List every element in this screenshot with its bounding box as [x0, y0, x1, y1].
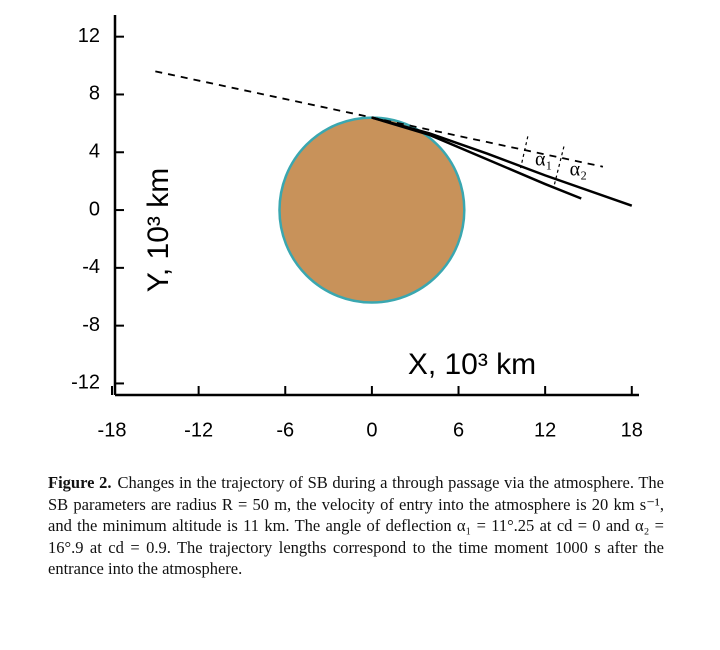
angle-marker: [520, 136, 529, 169]
x-tick-label: -18: [98, 419, 127, 441]
caption-label: Figure 2.: [48, 473, 112, 492]
chart: -18 -12 -6 0 6 12 18 -12 -8 -4 0 4 8 12 X, 10³ km Y, 10…: [71, 15, 643, 441]
y-axis-label: Y, 10³ km: [142, 168, 175, 293]
x-tick-label: -12: [184, 419, 213, 441]
x-tick-label: 12: [534, 419, 556, 441]
caption: Figure 2. Changes in the trajectory of SB…: [48, 472, 664, 580]
trajectory: [371, 116, 582, 200]
y-tick-label: -8: [82, 314, 100, 336]
y-tick-label: 8: [89, 83, 100, 105]
x-axis-label: X, 10³ km: [408, 348, 536, 381]
x-tick-label: 6: [453, 419, 464, 441]
tangent-line: [155, 70, 604, 168]
y-tick-label: -12: [71, 372, 100, 394]
angle-label: α₁: [535, 149, 552, 171]
x-tick-label: -6: [276, 419, 294, 441]
angle-label: α₂: [570, 159, 587, 181]
x-tick-label: 18: [621, 419, 643, 441]
planet: [278, 116, 466, 304]
y-tick-label: 4: [89, 141, 100, 163]
y-tick-label: 12: [78, 25, 100, 47]
x-tick-label: 0: [366, 419, 377, 441]
y-tick-label: 0: [89, 198, 100, 220]
angle-marker: [553, 146, 565, 188]
y-tick-label: -4: [82, 256, 100, 278]
caption-text: Changes in the trajectory of SB during a…: [48, 473, 664, 578]
